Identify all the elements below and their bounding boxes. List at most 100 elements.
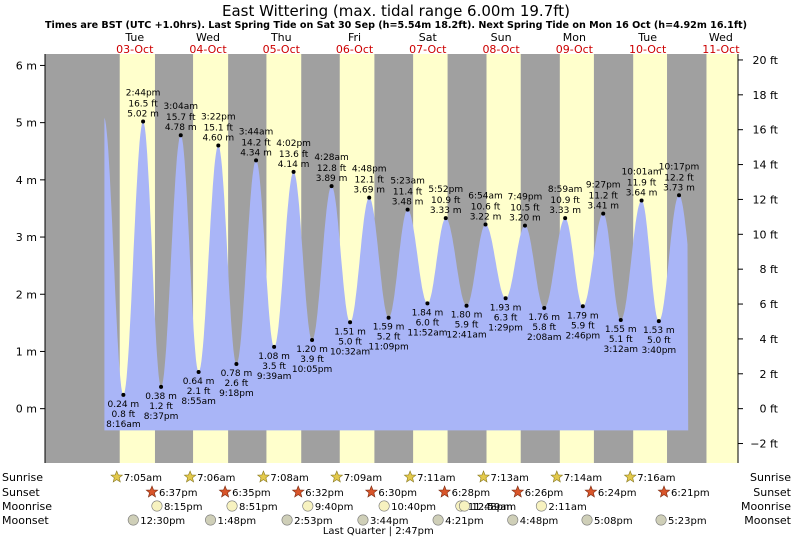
low-tide-time: 1:29pm xyxy=(488,323,523,333)
low-tide-m: 1.53 m xyxy=(643,326,675,336)
sunset-icon xyxy=(218,485,232,498)
sunrise-icon xyxy=(403,470,417,483)
moonset-icon xyxy=(507,514,519,526)
right-tick-label: 10 ft xyxy=(753,228,779,241)
high-tide-m: 4.60 m xyxy=(202,134,234,144)
tide-point-low xyxy=(503,296,508,301)
right-tick-label: 18 ft xyxy=(753,89,779,102)
moonset-time: 2:53pm xyxy=(294,516,333,527)
low-tide-ft: 6.0 ft xyxy=(416,318,440,328)
right-tick-label: 0 ft xyxy=(760,403,779,416)
tide-point-high xyxy=(522,223,527,228)
sunrise-time: 7:08am xyxy=(270,473,308,484)
sunset-time: 6:28pm xyxy=(452,488,491,499)
low-tide-time: 12:41am xyxy=(446,331,486,341)
low-tide-m: 0.78 m xyxy=(221,369,253,379)
sunset-icon xyxy=(145,485,159,498)
day-name: Fri xyxy=(348,31,361,44)
tide-point-low xyxy=(272,344,277,349)
sunset-time: 6:24pm xyxy=(598,488,637,499)
tide-point-low xyxy=(348,320,353,325)
high-tide-m: 3.33 m xyxy=(549,206,581,216)
high-tide-time: 8:59am xyxy=(548,185,583,195)
tide-point-low xyxy=(618,317,623,322)
sunrise-icon xyxy=(550,470,564,483)
moonrise-icon xyxy=(458,500,470,512)
high-tide-m: 3.89 m xyxy=(316,174,348,184)
high-tide-time: 10:01am xyxy=(621,167,661,177)
moon-phase-label: Last Quarter | 2:47pm xyxy=(323,526,434,537)
high-tide-m: 5.02 m xyxy=(127,109,159,119)
low-tide-ft: 5.9 ft xyxy=(571,321,595,331)
tide-point-high xyxy=(639,198,644,203)
moonrise-time: 9:40pm xyxy=(315,502,354,513)
left-tick-label: 3 m xyxy=(16,231,37,244)
day-name: Thu xyxy=(270,31,292,44)
left-tick-label: 0 m xyxy=(16,403,37,416)
moonset-icon xyxy=(357,514,369,526)
sunset-time: 6:30pm xyxy=(378,488,417,499)
tide-point-high xyxy=(141,119,146,124)
sunrise-icon xyxy=(623,470,637,483)
tide-point-high xyxy=(677,193,682,198)
moonset-time: 4:21pm xyxy=(445,516,484,527)
sunset-icon xyxy=(364,485,378,498)
high-tide-ft: 11.2 ft xyxy=(588,192,618,202)
high-tide-m: 3.73 m xyxy=(663,183,695,193)
daylight-band xyxy=(706,54,738,463)
low-tide-m: 1.93 m xyxy=(490,303,522,313)
tide-point-high xyxy=(329,184,334,189)
low-tide-time: 11:52am xyxy=(407,328,447,338)
tide-point-high xyxy=(443,216,448,221)
day-date: 05-Oct xyxy=(263,43,301,56)
high-tide-ft: 14.2 ft xyxy=(241,138,271,148)
moonrise-time: 2:11am xyxy=(548,502,586,513)
low-tide-m: 1.08 m xyxy=(258,352,290,362)
sunset-icon xyxy=(584,485,598,498)
high-tide-ft: 10.5 ft xyxy=(510,204,540,214)
low-tide-ft: 6.3 ft xyxy=(494,313,518,323)
sunset-time: 6:21pm xyxy=(671,488,710,499)
tide-point-low xyxy=(196,370,201,375)
high-tide-m: 3.48 m xyxy=(392,198,424,208)
sunrise-time: 7:06am xyxy=(197,473,235,484)
low-tide-time: 3:12am xyxy=(604,345,639,355)
day-name: Sun xyxy=(491,31,512,44)
sunrise-icon xyxy=(183,470,197,483)
moonset-icon xyxy=(205,514,217,526)
tide-curve xyxy=(104,117,689,431)
day-name: Mon xyxy=(563,31,586,44)
day-name: Wed xyxy=(709,31,733,44)
tide-point-low xyxy=(234,362,239,367)
high-tide-time: 6:54am xyxy=(468,191,503,201)
low-tide-ft: 5.0 ft xyxy=(338,337,362,347)
sunrise-icon xyxy=(110,470,124,483)
tide-point-high xyxy=(563,216,568,221)
high-tide-ft: 12.8 ft xyxy=(317,164,347,174)
moonrise-time: 11:48pm xyxy=(468,502,513,513)
right-tick-label: 12 ft xyxy=(753,193,779,206)
high-tide-time: 5:23am xyxy=(390,177,425,187)
day-date: 06-Oct xyxy=(336,43,374,56)
moonset-icon xyxy=(655,514,667,526)
right-tick-label: 6 ft xyxy=(760,298,779,311)
low-tide-ft: 5.2 ft xyxy=(377,333,401,343)
high-tide-ft: 15.1 ft xyxy=(204,124,234,134)
day-date: 08-Oct xyxy=(482,43,520,56)
day-date: 03-Oct xyxy=(116,43,154,56)
low-tide-ft: 0.8 ft xyxy=(112,410,136,420)
low-tide-time: 2:46pm xyxy=(565,331,600,341)
low-tide-time: 11:09pm xyxy=(368,343,408,353)
day-date: 09-Oct xyxy=(556,43,594,56)
tide-point-low xyxy=(425,301,430,306)
high-tide-ft: 12.2 ft xyxy=(664,173,694,183)
sunrise-time: 7:14am xyxy=(564,473,602,484)
row-label-right-moonrise: Moonrise xyxy=(741,500,791,513)
low-tide-ft: 2.1 ft xyxy=(187,387,211,397)
low-tide-time: 3:40pm xyxy=(641,346,676,356)
sunrise-icon xyxy=(256,470,270,483)
low-tide-m: 1.84 m xyxy=(412,308,444,318)
low-tide-m: 1.79 m xyxy=(567,311,599,321)
high-tide-time: 3:04am xyxy=(164,102,199,112)
right-tick-label: 16 ft xyxy=(753,124,779,137)
